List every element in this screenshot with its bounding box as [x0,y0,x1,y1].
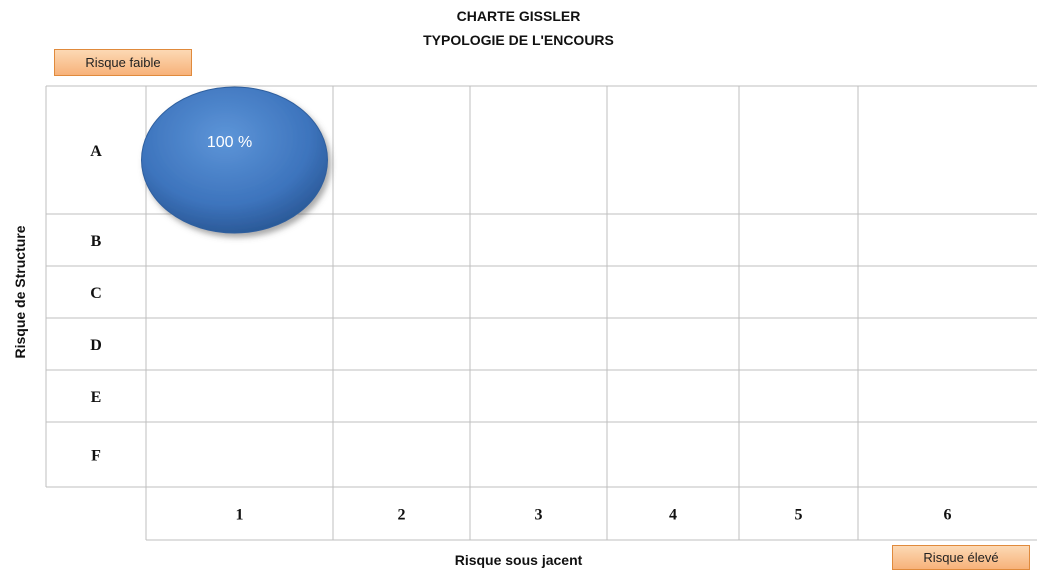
high-risk-label: Risque élevé [892,545,1030,570]
col-label-6: 6 [944,507,952,524]
row-label-b: B [91,233,102,250]
row-label-d: D [90,337,102,354]
col-label-3: 3 [535,507,543,524]
row-label-c: C [90,285,102,302]
bubble-a1: 100 % [141,86,328,234]
col-label-1: 1 [236,507,244,524]
col-label-5: 5 [795,507,803,524]
col-label-4: 4 [669,507,677,524]
row-label-a: A [90,143,102,160]
x-axis-label: Risque sous jacent [454,552,583,568]
low-risk-label: Risque faible [54,49,192,76]
chart-title: CHARTE GISSLER [456,8,581,24]
row-label-e: E [91,389,102,406]
chart-subtitle: TYPOLOGIE DE L'ENCOURS [423,32,614,48]
bubble-label: 100 % [207,134,252,151]
row-label-f: F [91,448,101,465]
col-label-2: 2 [398,507,406,524]
bubble-shape [141,86,328,234]
